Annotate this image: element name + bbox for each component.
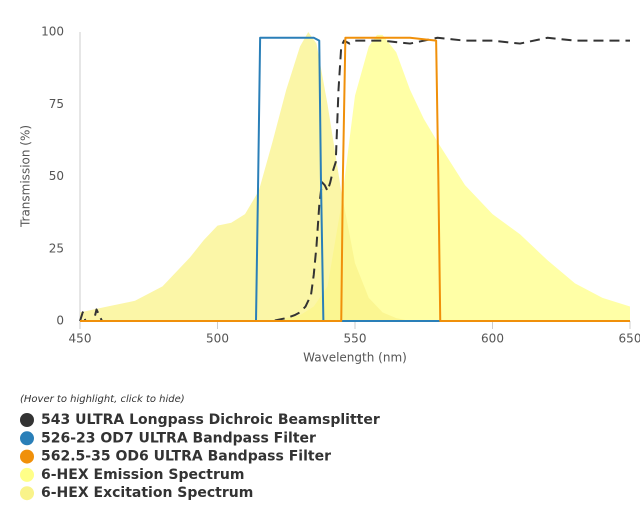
y-tick-label: 100 <box>41 25 64 39</box>
x-tick-label: 650 <box>619 332 640 346</box>
legend-label[interactable]: 6-HEX Excitation Spectrum <box>41 485 253 501</box>
legend-label[interactable]: 562.5-35 OD6 ULTRA Bandpass Filter <box>41 449 331 465</box>
legend-swatch[interactable] <box>20 486 34 501</box>
y-tick-label: 50 <box>49 169 64 183</box>
legend-swatch[interactable] <box>20 413 34 427</box>
legend-swatch[interactable] <box>20 449 34 464</box>
y-tick-label: 0 <box>56 314 64 328</box>
x-tick-label: 600 <box>481 332 504 346</box>
area <box>80 32 630 321</box>
y-axis-label: Transmission (%) <box>19 125 33 228</box>
legend-label[interactable]: 6-HEX Emission Spectrum <box>41 467 244 483</box>
y-tick-label: 75 <box>49 97 64 111</box>
line <box>79 36 630 322</box>
line <box>80 36 630 322</box>
legend-note: (Hover to highlight, click to hide) <box>20 394 185 405</box>
legend-swatch[interactable] <box>20 467 34 482</box>
area <box>80 34 630 321</box>
y-tick-label: 25 <box>49 241 64 255</box>
x-tick-label: 500 <box>206 332 229 346</box>
x-axis-label: Wavelength (nm) <box>303 351 407 365</box>
line <box>80 36 630 322</box>
legend-swatch[interactable] <box>20 431 34 446</box>
legend-label[interactable]: 526-23 OD7 ULTRA Bandpass Filter <box>41 430 316 446</box>
x-tick-label: 450 <box>69 332 92 346</box>
x-tick-label: 550 <box>344 332 367 346</box>
legend-label[interactable]: 543 ULTRA Longpass Dichroic Beamsplitter <box>41 412 380 428</box>
